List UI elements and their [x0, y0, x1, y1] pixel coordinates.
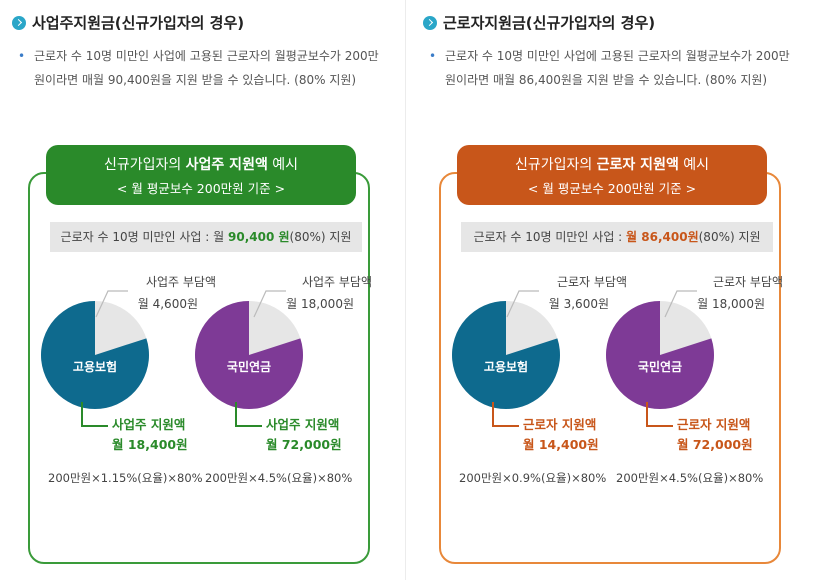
leader-line: [664, 290, 697, 318]
formula-text: 200만원×4.5%(요율)×80%: [205, 471, 353, 485]
burden-label: 사업주 부담액: [301, 275, 372, 289]
employment-insurance-pie: [452, 301, 560, 409]
support-label: 사업주 지원액: [112, 417, 186, 432]
employment-insurance-pie: [41, 301, 149, 409]
burden-label: 근로자 부담액: [556, 275, 627, 289]
summary-bar: 근로자 수 10명 미만인 사업 : 월 90,400 원(80%) 지원: [50, 222, 362, 252]
formula-text: 200만원×1.15%(요율)×80%: [48, 471, 203, 485]
leader-line: [506, 290, 539, 318]
pie-support-slice: [41, 301, 149, 409]
burden-value: 월 18,000원: [697, 297, 765, 311]
section-description: • 근로자 수 10명 미만인 사업에 고용된 근로자의 월평균보수가 200만…: [429, 44, 799, 92]
column-divider: [405, 0, 406, 580]
example-badge: 신규가입자의 사업주 지원액 예시 < 월 평균보수 200만원 기준 >: [46, 145, 356, 205]
support-value: 월 72,000원: [266, 437, 342, 452]
summary-bar: 근로자 수 10명 미만인 사업 : 월 86,400원(80%) 지원: [461, 222, 773, 252]
summary-amount: 월 86,400원: [626, 230, 699, 244]
burden-value: 월 18,000원: [286, 297, 354, 311]
burden-value: 월 3,600원: [548, 297, 609, 311]
pie-support-slice: [195, 301, 303, 409]
pie-label: 고용보험: [72, 360, 118, 374]
badge-title: 신규가입자의 사업주 지원액 예시: [103, 157, 299, 173]
support-value: 월 14,400원: [523, 437, 599, 452]
burden-label: 근로자 부담액: [712, 275, 783, 289]
leader-line: [253, 290, 286, 318]
badge-title: 신규가입자의 근로자 지원액 예시: [514, 157, 710, 173]
support-label: 근로자 지원액: [523, 417, 597, 432]
employee-subsidy-section: 근로자지원금(신규가입자의 경우) • 근로자 수 10명 미만인 사업에 고용…: [423, 0, 803, 580]
pie-label: 국민연금: [226, 360, 272, 374]
pie-label: 고용보험: [483, 360, 529, 374]
leader-line: [95, 290, 128, 318]
example-badge: 신규가입자의 근로자 지원액 예시 < 월 평균보수 200만원 기준 >: [457, 145, 767, 205]
summary-amount: 90,400 원: [228, 230, 290, 244]
leader-line: [646, 402, 673, 427]
section-title-text: 사업주지원금(신규가입자의 경우): [32, 14, 245, 32]
badge-subtitle: < 월 평균보수 200만원 기준 >: [527, 181, 697, 196]
support-value: 월 72,000원: [677, 437, 753, 452]
national-pension-pie: [195, 301, 303, 409]
support-value: 월 18,400원: [112, 437, 188, 452]
support-label: 사업주 지원액: [266, 417, 340, 432]
formula-text: 200만원×0.9%(요율)×80%: [459, 471, 607, 485]
leader-line: [235, 402, 262, 427]
leader-line: [81, 402, 108, 427]
bullet-icon: •: [429, 49, 437, 63]
section-title: 사업주지원금(신규가입자의 경우): [12, 12, 244, 33]
leader-line: [492, 402, 519, 427]
section-description: • 근로자 수 10명 미만인 사업에 고용된 근로자의 월평균보수가 200만…: [18, 44, 388, 92]
section-title-text: 근로자지원금(신규가입자의 경우): [443, 14, 656, 32]
badge-subtitle: < 월 평균보수 200만원 기준 >: [116, 181, 286, 196]
national-pension-pie: [606, 301, 714, 409]
chevron-right-icon: [423, 15, 437, 30]
employer-subsidy-section: 사업주지원금(신규가입자의 경우) • 근로자 수 10명 미만인 사업에 고용…: [12, 0, 392, 580]
description-text: 근로자 수 10명 미만인 사업에 고용된 근로자의 월평균보수가 200만원이…: [445, 49, 790, 87]
pie-support-slice: [452, 301, 560, 409]
bullet-icon: •: [18, 49, 26, 63]
support-label: 근로자 지원액: [677, 417, 751, 432]
section-title: 근로자지원금(신규가입자의 경우): [423, 12, 655, 33]
chevron-right-icon: [12, 15, 26, 30]
pie-support-slice: [606, 301, 714, 409]
burden-value: 월 4,600원: [137, 297, 198, 311]
formula-text: 200만원×4.5%(요율)×80%: [616, 471, 764, 485]
burden-label: 사업주 부담액: [145, 275, 216, 289]
description-text: 근로자 수 10명 미만인 사업에 고용된 근로자의 월평균보수가 200만원이…: [34, 49, 379, 87]
pie-label: 국민연금: [637, 360, 683, 374]
